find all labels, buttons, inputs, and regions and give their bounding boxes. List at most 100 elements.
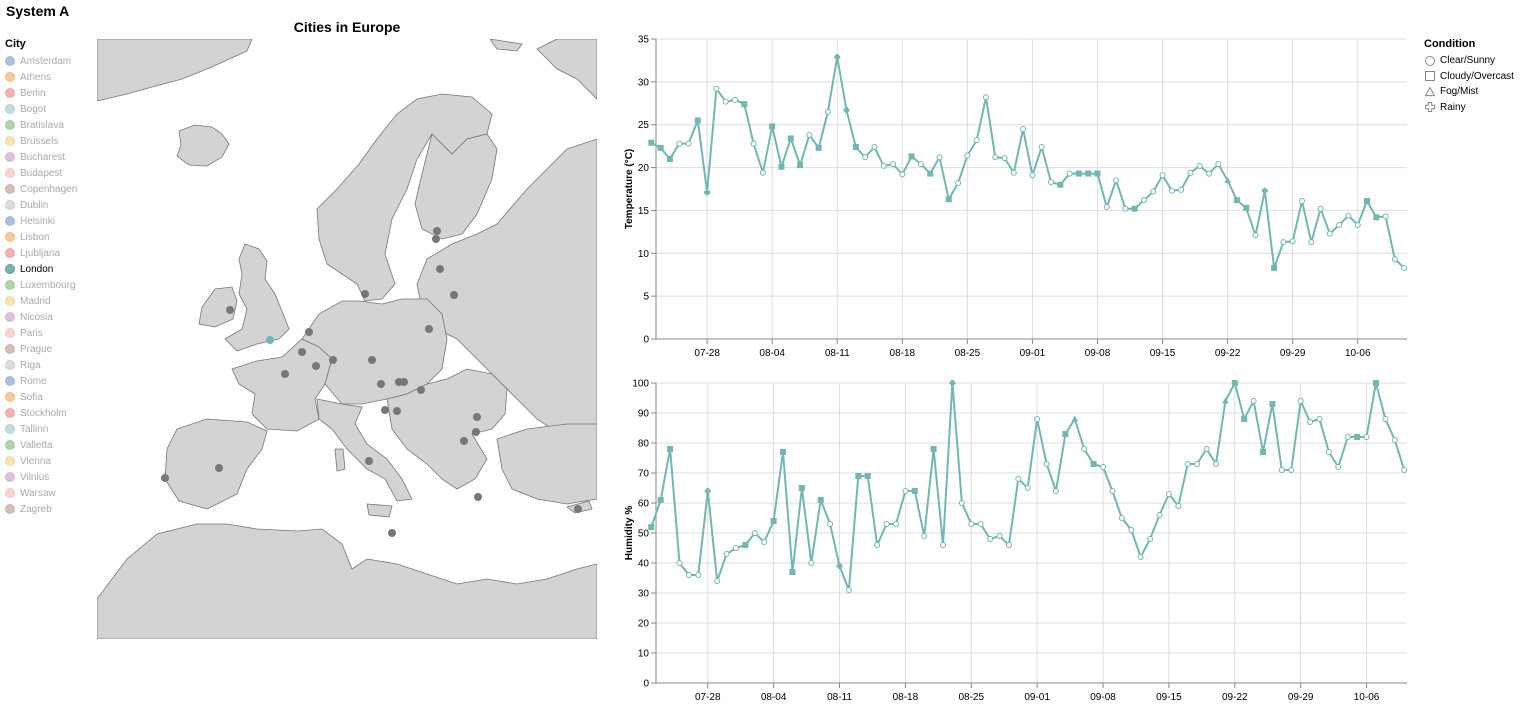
condition-legend-item[interactable]: Fog/Mist bbox=[1424, 84, 1514, 100]
data-point-square[interactable] bbox=[1090, 461, 1097, 467]
data-point-circle[interactable] bbox=[732, 545, 739, 551]
data-point-square[interactable] bbox=[769, 123, 776, 130]
data-point-circle[interactable] bbox=[1354, 222, 1361, 228]
city-point[interactable] bbox=[365, 457, 373, 465]
city-legend-item[interactable]: Bucharest bbox=[5, 149, 77, 165]
data-point-cross[interactable] bbox=[1261, 187, 1268, 194]
city-legend-item[interactable]: Lisbon bbox=[5, 229, 77, 245]
data-point-square[interactable] bbox=[908, 153, 915, 160]
data-point-circle[interactable] bbox=[1308, 239, 1315, 246]
data-point-square[interactable] bbox=[797, 162, 804, 168]
city-point[interactable] bbox=[381, 406, 389, 414]
data-point-circle[interactable] bbox=[1194, 461, 1201, 467]
city-legend-item[interactable]: Dublin bbox=[5, 197, 77, 213]
data-point-square[interactable] bbox=[817, 497, 824, 503]
data-point-square[interactable] bbox=[1269, 401, 1276, 407]
data-point-circle[interactable] bbox=[977, 521, 984, 527]
data-point-square[interactable] bbox=[780, 449, 787, 455]
city-point[interactable] bbox=[450, 291, 458, 299]
data-point-circle[interactable] bbox=[968, 521, 975, 527]
data-point-square[interactable] bbox=[911, 488, 918, 494]
data-point-circle[interactable] bbox=[1288, 467, 1295, 473]
city-legend-item[interactable]: Bratislava bbox=[5, 117, 77, 133]
data-point-circle[interactable] bbox=[1298, 198, 1305, 204]
data-point-circle[interactable] bbox=[1391, 256, 1398, 263]
data-point-circle[interactable] bbox=[892, 521, 899, 527]
data-point-circle[interactable] bbox=[1363, 434, 1370, 440]
data-point-circle[interactable] bbox=[759, 169, 766, 176]
data-point-circle[interactable] bbox=[1401, 467, 1408, 473]
data-point-circle[interactable] bbox=[1147, 536, 1154, 542]
data-point-circle[interactable] bbox=[862, 154, 869, 161]
data-point-circle[interactable] bbox=[1335, 464, 1342, 470]
city-legend-item[interactable]: Vilnius bbox=[5, 469, 77, 485]
city-legend-item[interactable]: Zagreb bbox=[5, 501, 77, 517]
data-point-square[interactable] bbox=[945, 196, 952, 203]
data-point-circle[interactable] bbox=[824, 108, 831, 115]
data-point-square[interactable] bbox=[1062, 431, 1069, 437]
data-point-circle[interactable] bbox=[723, 551, 730, 557]
data-point-cross[interactable] bbox=[836, 563, 843, 569]
city-legend-item[interactable]: Budapest bbox=[5, 165, 77, 181]
city-legend-item[interactable]: Paris bbox=[5, 325, 77, 341]
data-point-circle[interactable] bbox=[940, 542, 947, 548]
city-point[interactable] bbox=[425, 325, 433, 333]
data-point-square[interactable] bbox=[852, 144, 859, 150]
data-point-triangle[interactable] bbox=[1222, 397, 1229, 404]
data-point-square[interactable] bbox=[789, 569, 796, 575]
city-legend-item[interactable]: Rome bbox=[5, 373, 77, 389]
data-point-square[interactable] bbox=[1372, 380, 1379, 386]
data-point-circle[interactable] bbox=[1280, 239, 1287, 246]
data-point-circle[interactable] bbox=[1034, 416, 1041, 422]
city-point[interactable] bbox=[226, 306, 234, 314]
data-point-cross[interactable] bbox=[704, 488, 711, 494]
data-point-circle[interactable] bbox=[1252, 232, 1259, 239]
data-point-square[interactable] bbox=[666, 156, 673, 162]
data-point-square[interactable] bbox=[657, 144, 664, 151]
city-legend-item[interactable]: Helsinki bbox=[5, 213, 77, 229]
data-point-circle[interactable] bbox=[1109, 488, 1116, 494]
data-point-square[interactable] bbox=[1131, 205, 1138, 212]
data-point-circle[interactable] bbox=[732, 96, 739, 103]
data-point-square[interactable] bbox=[1057, 181, 1064, 188]
data-point-square[interactable] bbox=[1085, 170, 1092, 177]
city-point[interactable] bbox=[161, 474, 169, 482]
city-legend-item[interactable]: Amsterdam bbox=[5, 53, 77, 69]
data-point-circle[interactable] bbox=[958, 500, 965, 506]
city-legend-item[interactable]: Riga bbox=[5, 357, 77, 373]
data-point-circle[interactable] bbox=[1212, 461, 1219, 467]
data-point-circle[interactable] bbox=[1066, 170, 1073, 177]
data-point-circle[interactable] bbox=[1382, 213, 1389, 220]
city-legend-item[interactable]: Bogot bbox=[5, 101, 77, 117]
data-point-circle[interactable] bbox=[1196, 162, 1203, 169]
city-point[interactable] bbox=[377, 380, 385, 388]
data-point-circle[interactable] bbox=[1140, 197, 1147, 204]
data-point-circle[interactable] bbox=[1159, 172, 1166, 179]
city-legend-item[interactable]: Stockholm bbox=[5, 405, 77, 421]
data-point-circle[interactable] bbox=[1187, 169, 1194, 176]
data-point-circle[interactable] bbox=[1001, 155, 1008, 162]
data-point-circle[interactable] bbox=[1118, 515, 1125, 521]
data-point-circle[interactable] bbox=[1128, 527, 1135, 533]
data-point-circle[interactable] bbox=[751, 530, 758, 536]
data-point-circle[interactable] bbox=[1005, 542, 1012, 548]
city-point[interactable] bbox=[388, 529, 396, 537]
data-point-square[interactable] bbox=[815, 144, 822, 151]
city-legend-item[interactable]: Madrid bbox=[5, 293, 77, 309]
city-legend-item[interactable]: Tallinn bbox=[5, 421, 77, 437]
city-point[interactable] bbox=[329, 356, 337, 364]
data-point-circle[interactable] bbox=[676, 140, 683, 147]
data-point-cross[interactable] bbox=[704, 189, 711, 196]
data-point-circle[interactable] bbox=[936, 154, 943, 161]
city-point[interactable] bbox=[574, 505, 582, 513]
city-point[interactable] bbox=[474, 493, 482, 501]
condition-legend-item[interactable]: Cloudy/Overcast bbox=[1424, 69, 1514, 85]
data-point-circle[interactable] bbox=[1184, 461, 1191, 467]
data-point-circle[interactable] bbox=[1250, 398, 1257, 404]
city-legend-item[interactable]: Sofia bbox=[5, 389, 77, 405]
city-point[interactable] bbox=[393, 407, 401, 415]
data-point-circle[interactable] bbox=[996, 533, 1003, 539]
data-point-circle[interactable] bbox=[714, 578, 721, 584]
data-point-circle[interactable] bbox=[1297, 398, 1304, 404]
data-point-circle[interactable] bbox=[1100, 464, 1107, 470]
